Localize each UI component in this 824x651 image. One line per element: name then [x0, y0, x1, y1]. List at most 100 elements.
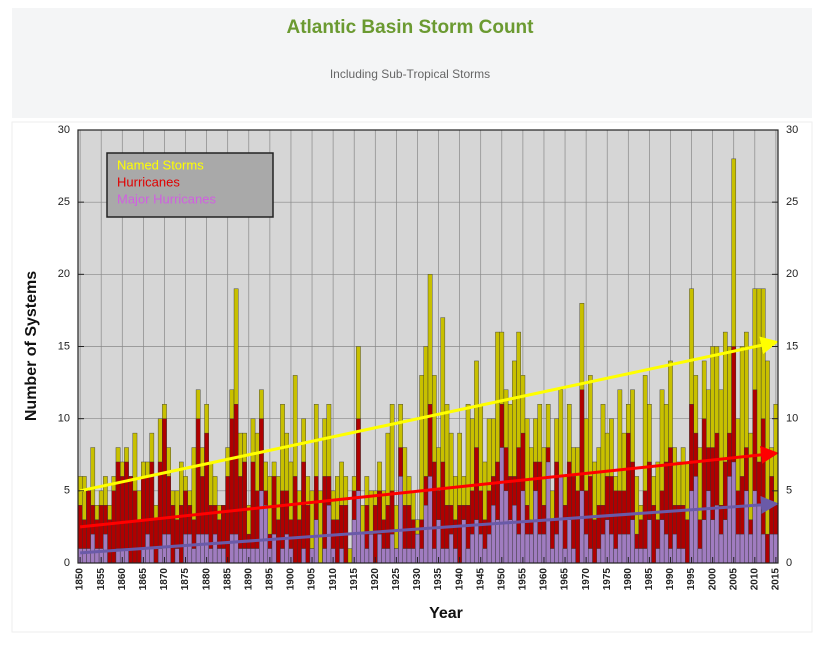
bar [659, 519, 665, 564]
bar [432, 548, 437, 564]
x-tick-label: 1985 [644, 568, 655, 591]
bar [208, 548, 214, 564]
bar [760, 533, 766, 564]
bar [322, 548, 327, 564]
bar [596, 548, 602, 564]
bar [124, 461, 129, 564]
x-tick-label: 1855 [96, 568, 107, 591]
bar [301, 461, 306, 564]
x-tick-label: 1915 [349, 568, 360, 591]
bar [638, 548, 644, 564]
bar [457, 505, 462, 564]
bar [655, 548, 661, 564]
bar [107, 519, 112, 564]
bar [170, 505, 176, 564]
bar [212, 533, 218, 564]
legend-label: Major Hurricanes [117, 191, 216, 206]
x-tick-label: 1905 [307, 568, 318, 591]
x-tick-label: 2015 [771, 568, 782, 591]
bar [115, 461, 121, 564]
bar [575, 490, 581, 564]
bar [680, 548, 686, 564]
bar [389, 533, 395, 564]
bar [710, 519, 715, 564]
axes: 0 0 5 5 10 10 15 15 20 20 25 25 30 30 1850 1855 1860 1865… [58, 124, 799, 590]
bar [335, 519, 340, 564]
y2-tick-label: 5 [786, 485, 792, 497]
x-tick-label: 1920 [370, 568, 381, 591]
y-tick-label: 20 [58, 268, 70, 280]
bar [242, 461, 247, 564]
x-tick-label: 1955 [518, 568, 529, 591]
bar [765, 360, 770, 564]
bar [275, 519, 281, 564]
y2-tick-label: 20 [786, 268, 798, 280]
x-tick-label: 1950 [496, 568, 507, 591]
bar [739, 533, 745, 564]
legend-label: Named Storms [117, 157, 204, 172]
bar [714, 505, 720, 564]
bar [448, 533, 454, 564]
y-tick-label: 25 [58, 196, 70, 208]
bar [630, 519, 635, 564]
bar [157, 548, 163, 564]
legend-label: Hurricanes [117, 174, 180, 189]
bar [136, 519, 142, 564]
bar [486, 533, 492, 564]
bar [254, 548, 260, 564]
bar [507, 519, 513, 564]
trend-line [79, 445, 779, 529]
bar [689, 490, 694, 564]
y-tick-label: 15 [58, 340, 70, 352]
bar [238, 548, 243, 564]
chart-title: Atlantic Basin Storm Count [286, 17, 534, 38]
bar [221, 548, 226, 564]
x-tick-label: 1935 [433, 568, 444, 591]
x-tick-label: 1960 [539, 568, 550, 591]
bar [377, 533, 382, 564]
bar [693, 476, 699, 564]
x-axis-label: Year [429, 605, 463, 622]
bar [242, 548, 247, 564]
x-tick-label: 1900 [286, 568, 297, 591]
bar [280, 548, 285, 564]
bar [566, 519, 572, 564]
bar [613, 548, 618, 564]
bar [301, 548, 306, 564]
bar [520, 490, 526, 564]
bar [512, 505, 517, 564]
bar [372, 505, 378, 564]
y-tick-label: 5 [64, 485, 70, 497]
bar [179, 505, 184, 564]
bar [297, 519, 302, 564]
bar [491, 505, 496, 564]
bar [103, 533, 108, 564]
bar [592, 519, 597, 564]
bar [250, 461, 256, 564]
bar [495, 519, 500, 564]
bar [385, 548, 391, 564]
bar [398, 476, 403, 564]
bar [465, 548, 471, 564]
bar [166, 533, 171, 564]
bar [440, 461, 446, 564]
bar [588, 548, 593, 564]
x-tick-label: 1980 [623, 568, 634, 591]
x-tick-label: 1895 [265, 568, 276, 591]
bar [82, 548, 87, 564]
bar [672, 533, 677, 564]
bar [216, 548, 222, 564]
bar [90, 533, 96, 564]
bar [524, 533, 530, 564]
bar [621, 533, 627, 564]
bar [748, 533, 753, 564]
bar [250, 548, 256, 564]
y2-tick-label: 25 [786, 196, 798, 208]
bar [406, 548, 412, 564]
x-tick-label: 1850 [75, 568, 86, 591]
bar [229, 533, 235, 564]
bar [233, 533, 239, 564]
x-tick-label: 1945 [475, 568, 486, 591]
chart-subtitle: Including Sub-Tropical Storms [330, 67, 490, 81]
